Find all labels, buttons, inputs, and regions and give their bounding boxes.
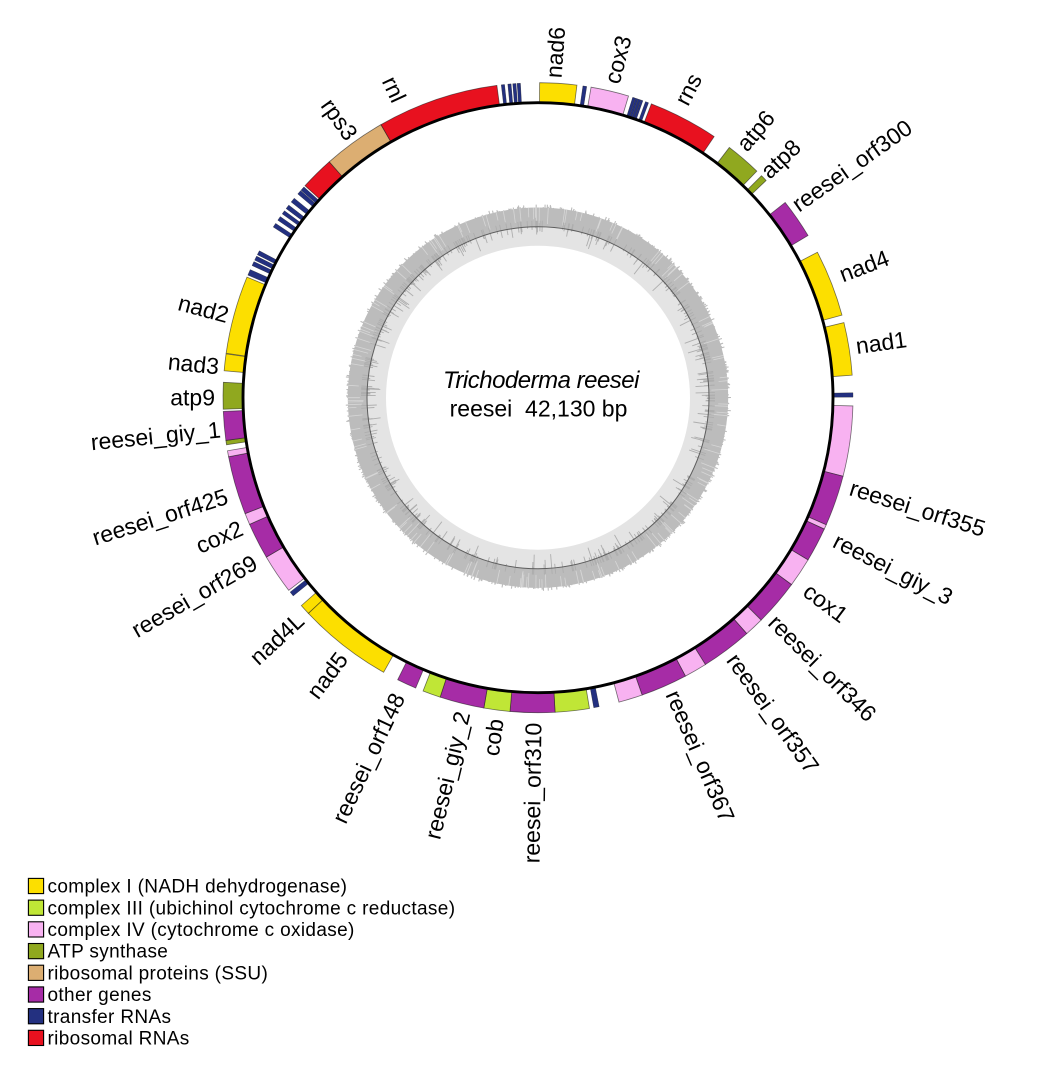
svg-text:Trichoderma reesei: Trichoderma reesei xyxy=(443,367,640,394)
svg-text:ATP synthase: ATP synthase xyxy=(48,942,169,963)
svg-text:ribosomal RNAs: ribosomal RNAs xyxy=(48,1029,190,1050)
svg-text:nad6: nad6 xyxy=(540,26,570,79)
svg-text:atp9: atp9 xyxy=(170,385,215,411)
svg-text:complex I (NADH dehydrogenase): complex I (NADH dehydrogenase) xyxy=(48,877,348,898)
svg-text:ribosomal proteins (SSU): ribosomal proteins (SSU) xyxy=(48,963,269,984)
svg-text:reesei_orf310: reesei_orf310 xyxy=(518,722,546,863)
svg-text:transfer RNAs: transfer RNAs xyxy=(48,1007,172,1028)
svg-text:complex IV (cytochrome c oxida: complex IV (cytochrome c oxidase) xyxy=(48,920,355,941)
svg-text:complex III (ubichinol cytochr: complex III (ubichinol cytochrome c redu… xyxy=(48,898,456,919)
svg-text:other genes: other genes xyxy=(48,985,152,1006)
svg-text:nad3: nad3 xyxy=(167,348,220,379)
svg-text:cob: cob xyxy=(478,717,509,757)
svg-text:reesei 42,130 bp: reesei 42,130 bp xyxy=(450,396,628,422)
